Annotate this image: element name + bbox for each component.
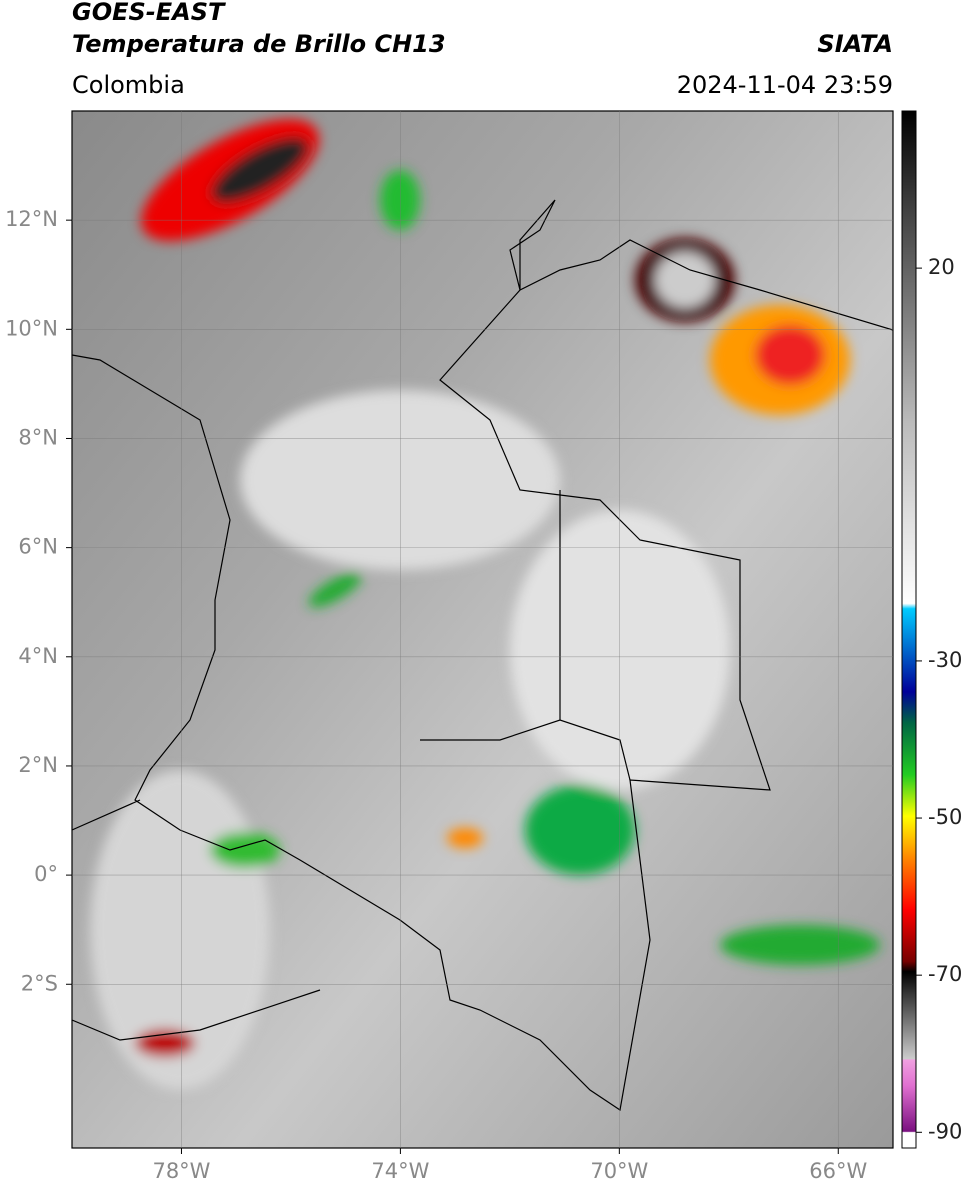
x-tick-label: 70°W [590, 1159, 648, 1183]
title-line1: GOES-EAST [72, 0, 226, 26]
colorbar-tick-label: -30 [928, 648, 962, 672]
borders [72, 199, 893, 1112]
colorbar [901, 110, 917, 1149]
y-tick-label: 6°N [18, 535, 58, 559]
imagery [72, 111, 893, 1148]
datetime: 2024-11-04 23:59 [677, 71, 893, 99]
y-tick-label: 0° [34, 862, 58, 886]
map-frame [71, 110, 894, 1149]
x-tick-label: 78°W [152, 1159, 210, 1183]
region: Colombia [72, 71, 185, 99]
y-tick-label: 4°N [18, 644, 58, 668]
colorbar-tick-label: -70 [928, 962, 962, 986]
y-tick-label: 2°N [18, 753, 58, 777]
y-tick-label: 8°N [18, 425, 58, 449]
colorbar-tick-label: -50 [928, 805, 962, 829]
x-tick-label: 74°W [371, 1159, 429, 1183]
source: SIATA [817, 30, 893, 58]
x-tick-label: 66°W [809, 1159, 867, 1183]
y-tick-label: 12°N [5, 207, 58, 231]
title-line2: Temperatura de Brillo CH13 [72, 30, 446, 58]
y-tick-label: 2°S [21, 971, 58, 995]
clouds [90, 119, 880, 1090]
colorbar-tick-label: 20 [928, 255, 955, 279]
colorbar-tick-label: -90 [928, 1119, 962, 1143]
y-tick-label: 10°N [5, 316, 58, 340]
